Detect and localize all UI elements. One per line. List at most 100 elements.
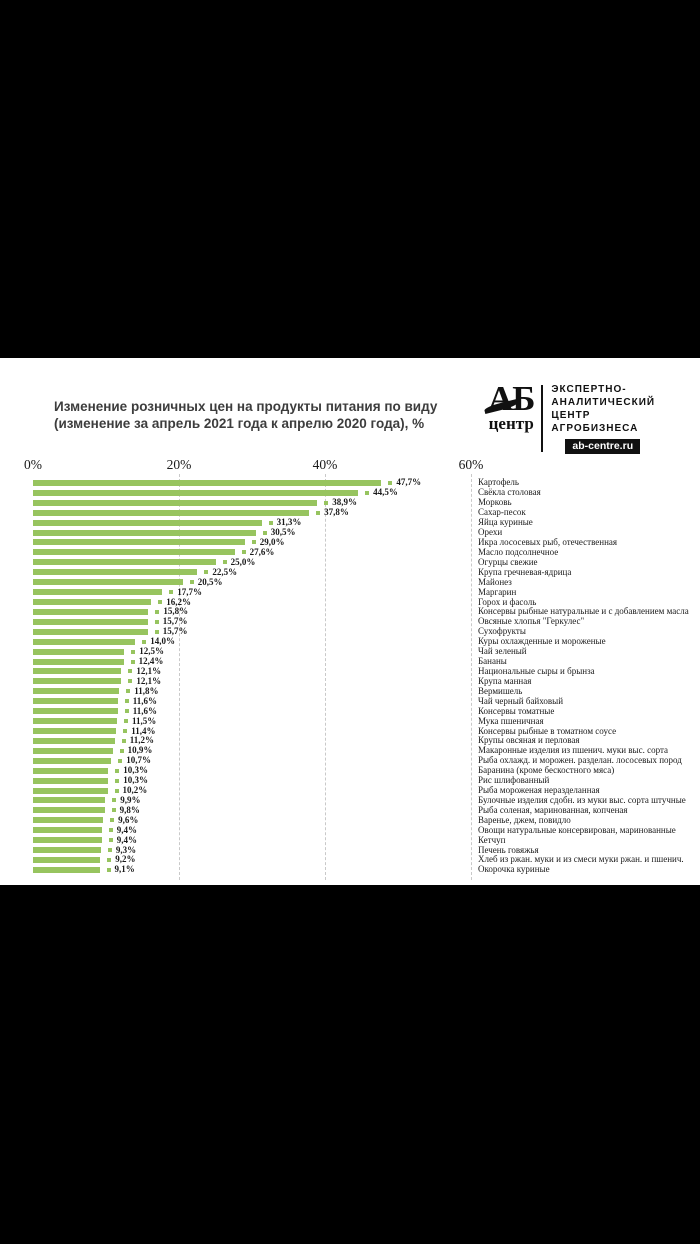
value-label: 10,3%: [123, 765, 148, 776]
bar: [33, 856, 101, 863]
value-label: 9,6%: [118, 814, 139, 825]
category-label: Консервы томатные: [478, 705, 555, 716]
chart-title-line1: Изменение розничных цен на продукты пита…: [54, 399, 438, 414]
category-label: Горох и фасоль: [478, 596, 537, 607]
category-label: Овощи натуральные консервирован, маринов…: [478, 824, 676, 835]
category-label: Икра лососевых рыб, отечественная: [478, 536, 618, 547]
category-label: Свёкла столовая: [478, 487, 541, 498]
bar: [33, 668, 122, 675]
category-label: Крупы овсяная и перловая: [478, 735, 580, 746]
category-label: Хлеб из ржан. муки и из смеси муки ржан.…: [478, 854, 684, 865]
bar: [33, 559, 216, 566]
ab-centre-logo: АБ центр ЭКСПЕРТНО- АНАЛИТИЧЕСКИЙ ЦЕНТР …: [483, 381, 655, 454]
chart-row: 15,7% Сухофрукты: [33, 627, 700, 637]
chart-row: 9,2% Хлеб из ржан. муки и из смеси муки р…: [33, 855, 700, 865]
bar: [33, 479, 382, 486]
value-marker-icon: [324, 500, 329, 505]
value-label: 12,5%: [139, 646, 165, 657]
bar: [33, 509, 310, 516]
category-label: Кетчуп: [478, 834, 506, 845]
value-marker-icon: [111, 808, 116, 813]
category-label: Орехи: [478, 527, 503, 538]
bar: [33, 797, 106, 804]
value-label: 10,9%: [127, 745, 153, 756]
value-marker-icon: [107, 848, 112, 853]
value-marker-icon: [268, 520, 273, 525]
category-label: Огурцы свежие: [478, 556, 538, 567]
value-marker-icon: [112, 798, 117, 803]
value-label: 11,8%: [134, 685, 159, 696]
chart-row: 10,7% Рыба охлажд. и морожен. разделан. л…: [33, 756, 700, 766]
bar: [33, 737, 115, 744]
value-marker-icon: [131, 649, 136, 654]
chart-row: 9,9% Булочные изделия сдобн. из муки выс.…: [33, 794, 700, 806]
bar: [33, 638, 136, 645]
gridline-60: [471, 474, 472, 880]
category-label: Яйца куриные: [478, 517, 533, 528]
value-marker-icon: [158, 600, 163, 605]
chart-row: 10,2% Рыба мороженая неразделанная: [33, 786, 700, 796]
chart-row: 10,9% Макаронные изделия из пшенич. муки …: [33, 746, 700, 756]
bar: [33, 777, 109, 784]
logo-org-line: АГРОБИЗНЕСА: [551, 423, 639, 434]
logo-divider: [541, 385, 544, 452]
category-label: Консервы рыбные натуральные и с добавлен…: [478, 606, 689, 617]
chart-row: 20,5% Майонез: [33, 577, 700, 587]
bar: [33, 718, 117, 725]
value-label: 11,4%: [131, 725, 156, 736]
gridline-20: [179, 474, 180, 880]
bar: [33, 708, 118, 715]
category-label: Рыба мороженая неразделанная: [478, 785, 600, 796]
value-marker-icon: [107, 857, 112, 862]
value-marker-icon: [128, 679, 133, 684]
bar-chart: 47,7% Картофель 44,5% Свёкла столовая 38,9% М…: [33, 474, 700, 880]
category-label: Овсяные хлопья "Геркулес": [478, 616, 585, 627]
value-label: 20,5%: [197, 576, 223, 587]
value-label: 10,3%: [123, 775, 148, 786]
chart-row: 38,9% Морковь: [33, 498, 700, 508]
chart-row: 9,6% Варенье, джем, повидло: [33, 815, 700, 825]
bar: [33, 608, 149, 615]
category-label: Макаронные изделия из пшенич. муки выс. …: [478, 745, 668, 756]
bar: [33, 728, 117, 734]
category-label: Картофель: [478, 477, 519, 488]
value-marker-icon: [388, 480, 393, 485]
chart-row: 22,5% Крупа гречневая-ядрица: [33, 567, 700, 577]
chart-row: 12,1% Национальные сыры и брынза: [33, 665, 700, 677]
bar: [33, 658, 124, 665]
value-label: 29,0%: [259, 536, 285, 547]
chart-row: 29,0% Икра лососевых рыб, отечественная: [33, 536, 700, 548]
value-marker-icon: [115, 778, 120, 783]
category-label: Булочные изделия сдобн. из муки выс. сор…: [478, 794, 686, 805]
value-label: 31,3%: [276, 517, 302, 528]
bar: [33, 549, 235, 556]
category-label: Национальные сыры и брынза: [478, 665, 595, 676]
chart-row: 14,0% Куры охлажденные и мороженые: [33, 637, 700, 647]
value-label: 37,8%: [324, 507, 349, 518]
logo-org-block: ЭКСПЕРТНО- АНАЛИТИЧЕСКИЙ ЦЕНТР АГРОБИЗНЕ…: [551, 383, 655, 454]
chart-row: 9,3% Печень говяжья: [33, 845, 700, 855]
value-label: 9,9%: [120, 794, 141, 805]
chart-row: 11,8% Вермишель: [33, 686, 700, 696]
value-label: 25,0%: [230, 556, 256, 567]
bar: [33, 499, 318, 506]
bar: [33, 807, 105, 814]
value-marker-icon: [154, 619, 159, 624]
chart-row: 31,3% Яйца куриные: [33, 518, 700, 528]
logo-website-badge: ab-centre.ru: [565, 439, 641, 454]
logo-org-line: ЦЕНТР: [551, 410, 591, 421]
chart-row: 15,8% Консервы рыбные натуральные и с доб…: [33, 607, 700, 617]
value-marker-icon: [142, 639, 147, 644]
category-label: Рыба соленая, маринованная, копченая: [478, 804, 628, 815]
value-marker-icon: [154, 629, 159, 634]
bar: [33, 827, 102, 834]
bar: [33, 837, 102, 844]
axis-tick-40: 40%: [312, 457, 338, 472]
bar: [33, 698, 118, 705]
category-label: Печень говяжья: [478, 844, 539, 855]
chart-row: 11,2% Крупы овсяная и перловая: [33, 736, 700, 746]
chart-row: 11,5% Мука пшеничная: [33, 716, 700, 726]
value-label: 9,1%: [114, 864, 135, 875]
chart-row: 12,1% Крупа манная: [33, 676, 700, 686]
